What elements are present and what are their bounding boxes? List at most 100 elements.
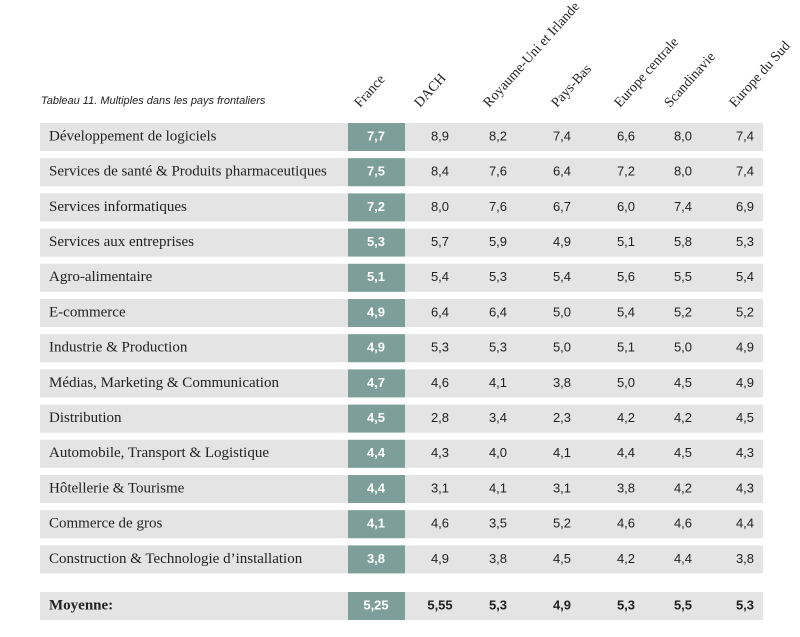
row-label: Automobile, Transport & Logistique [49,445,269,461]
cell-value: 4,6 [431,375,449,390]
caption: Tableau 11. Multiples dans les pays fron… [41,95,266,107]
france-cell [348,592,405,620]
cell-value: 4,4 [367,480,386,495]
row-label: Services aux entreprises [49,234,194,250]
cell-value: 4,5 [367,410,385,425]
cell-value: 5,7 [431,234,449,249]
cell-value: 2,3 [553,410,571,425]
column-header: DACH [412,71,450,111]
cell-value: 4,6 [674,516,692,531]
cell-value: 7,7 [367,128,385,143]
cell-value: 8,9 [431,128,449,143]
row-label: Développement de logiciels [49,128,217,144]
cell-value: 4,9 [553,234,571,249]
cell-value: 3,4 [489,410,507,425]
cell-value: 4,1 [489,375,507,390]
cell-value: 3,8 [489,551,507,566]
france-cell [348,439,405,468]
row-label: Commerce de gros [49,516,162,532]
cell-value: 5,3 [736,234,754,249]
row-label: Distribution [49,410,122,426]
cell-value: 5,1 [367,269,385,284]
cell-value: 5,1 [617,234,635,249]
france-cell [348,263,405,292]
cell-value: 4,4 [367,445,386,460]
cell-value: 6,9 [736,199,754,214]
cell-value: 8,0 [674,128,692,143]
cell-value: 6,4 [431,304,449,319]
france-cell [348,369,405,398]
france-cell [348,404,405,433]
cell-value: 3,5 [489,516,507,531]
france-cell [348,299,405,327]
cell-value: 4,4 [617,445,635,460]
cell-value: 7,4 [674,199,692,214]
cell-value: 3,8 [367,551,385,566]
france-cell [348,123,405,151]
cell-value: 5,3 [431,340,449,355]
cell-value: 3,8 [617,480,635,495]
cell-value: 2,8 [431,410,449,425]
cell-value: 5,4 [431,269,449,284]
cell-value: 4,9 [736,375,754,390]
cell-value: 6,4 [553,164,571,179]
row-label: Agro-alimentaire [49,269,153,285]
cell-value: 4,7 [367,375,385,390]
cell-value: 4,5 [674,445,692,460]
france-cell [348,193,405,222]
cell-value: 5,2 [674,304,692,319]
cell-value: 5,6 [617,269,635,284]
cell-value: 4,6 [431,516,449,531]
cell-value: 6,4 [489,304,507,319]
cell-value: 5,25 [363,597,388,612]
cell-value: 5,55 [427,597,452,612]
column-header: France [352,72,389,110]
cell-value: 4,2 [674,480,692,495]
cell-value: 4,2 [617,410,635,425]
cell-value: 3,1 [431,480,449,495]
france-cell [348,158,405,187]
row-label: Médias, Marketing & Communication [49,375,279,391]
cell-value: 5,3 [367,234,385,249]
cell-value: 6,0 [617,199,635,214]
cell-value: 4,5 [736,410,754,425]
cell-value: 4,5 [553,551,571,566]
cell-value: 4,1 [553,445,571,460]
cell-value: 8,4 [431,164,449,179]
france-cell [348,228,405,257]
cell-value: 7,2 [617,164,635,179]
cell-value: 5,5 [674,597,692,612]
cell-value: 4,4 [674,551,692,566]
cell-value: 5,8 [674,234,692,249]
row-label: Construction & Technologie d’installatio… [49,551,303,567]
cell-value: 8,0 [431,199,449,214]
column-header: Scandinavie [662,50,719,111]
cell-value: 7,4 [736,128,754,143]
cell-value: 5,4 [736,269,754,284]
cell-value: 5,1 [617,340,635,355]
cell-value: 5,4 [553,269,571,284]
cell-value: 7,6 [489,199,507,214]
france-cell [348,334,405,363]
cell-value: 4,2 [674,410,692,425]
cell-value: 4,9 [553,597,571,612]
cell-value: 4,3 [736,445,754,460]
cell-value: 6,6 [617,128,635,143]
cell-value: 7,4 [553,128,571,143]
cell-value: 3,1 [553,480,571,495]
column-header: Europe du Sud [727,39,794,111]
france-cell [348,475,405,503]
cell-value: 5,3 [489,269,507,284]
cell-value: 5,5 [674,269,692,284]
france-cell [348,545,405,574]
cell-value: 4,1 [367,516,385,531]
cell-value: 5,0 [553,340,571,355]
cell-value: 4,2 [617,551,635,566]
cell-value: 4,1 [489,480,507,495]
cell-value: 5,3 [489,340,507,355]
cell-value: 7,4 [736,164,754,179]
cell-value: 4,9 [367,304,385,319]
cell-value: 5,0 [617,375,635,390]
cell-value: 7,2 [367,199,385,214]
